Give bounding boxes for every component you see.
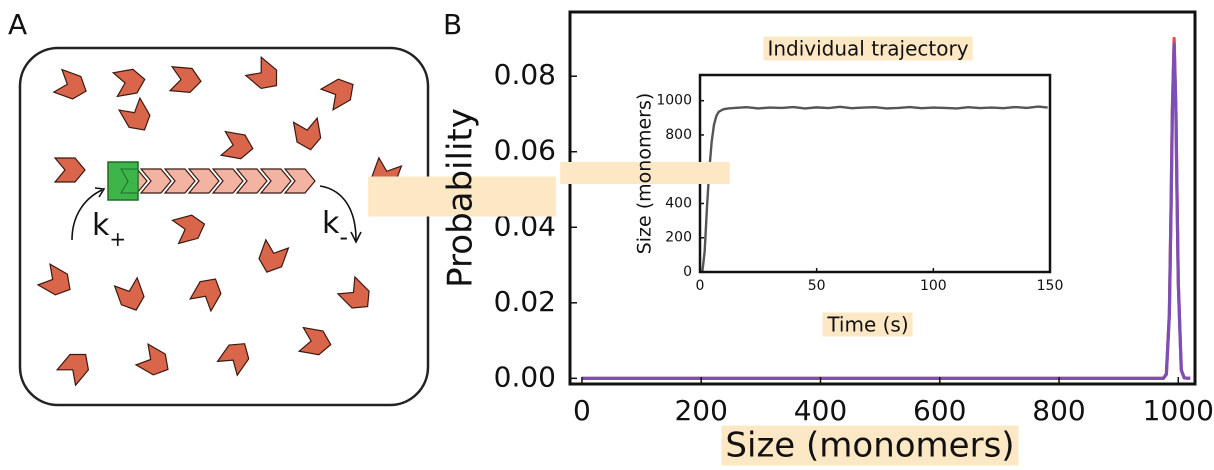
panel-label: A	[8, 8, 27, 41]
y-tick-label: 0	[683, 264, 692, 280]
plot-frame	[568, 10, 1197, 386]
rate-off: k-	[322, 206, 348, 252]
x-tick-label: 600	[913, 394, 966, 427]
label-highlight	[560, 162, 730, 184]
y-tick-label: 0.00	[494, 360, 556, 393]
x-tick-label: 400	[794, 394, 847, 427]
y-tick-label: 0.06	[494, 134, 556, 167]
container	[18, 46, 430, 407]
x-tick-label: 0	[573, 394, 591, 427]
plot-area	[700, 75, 1050, 272]
data-line	[581, 42, 1191, 380]
label-highlight	[368, 176, 556, 217]
inset-chart: 05010015002004006008001000Individual tra…	[560, 36, 1064, 337]
y-tick-label: 200	[665, 230, 692, 246]
x-tick-label: 50	[808, 278, 826, 294]
data-line	[701, 105, 1048, 273]
x-axis-label: Size (monomers)	[725, 426, 1014, 466]
y-tick-label: 0.02	[494, 285, 556, 318]
arrows	[71, 185, 362, 244]
x-axis-label: Time (s)	[826, 313, 908, 337]
x-tick-label: 1000	[1143, 394, 1214, 427]
y-tick-label: 1000	[656, 93, 692, 109]
x-tick-label: 200	[674, 394, 727, 427]
x-tick-label: 0	[696, 278, 705, 294]
label-highlight	[721, 425, 1019, 466]
y-axis-label: Probability	[441, 108, 481, 288]
y-tick-label: 800	[665, 127, 692, 143]
y-tick-label: 0.08	[494, 58, 556, 91]
chart-title: Individual trajectory	[767, 37, 968, 61]
x-tick-label: 150	[1037, 278, 1064, 294]
y-tick-label: 400	[665, 195, 692, 211]
rate-on: k+	[92, 208, 126, 251]
x-tick-label: 100	[920, 278, 947, 294]
panel-label: B	[443, 8, 462, 41]
y-axis-label: Size (monomers)	[634, 93, 656, 255]
label-highlight	[822, 312, 913, 337]
filament	[107, 161, 316, 201]
label-highlight	[763, 36, 973, 61]
x-tick-label: 800	[1032, 394, 1085, 427]
